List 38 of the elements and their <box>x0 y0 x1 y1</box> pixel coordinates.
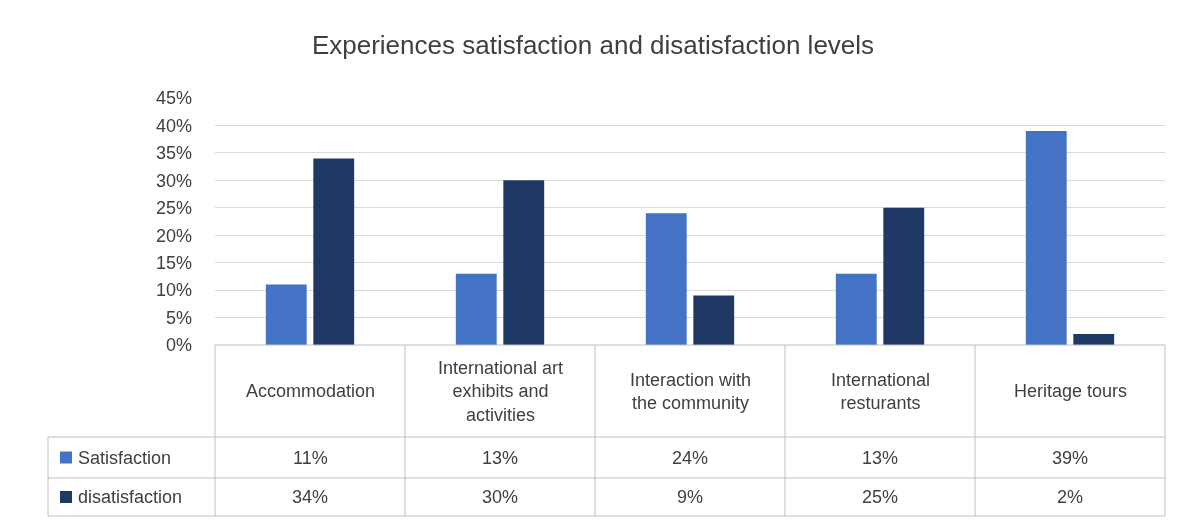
y-tick-label: 15% <box>155 252 192 273</box>
bar <box>693 295 735 345</box>
bar <box>503 180 545 345</box>
y-tick-label: 45% <box>155 88 192 109</box>
y-tick-label: 25% <box>155 198 192 219</box>
bar <box>265 284 307 345</box>
data-label: 39% <box>1052 448 1089 468</box>
x-tick-label: Accommodation <box>246 381 376 401</box>
data-label: 24% <box>672 448 709 468</box>
bar <box>645 213 687 345</box>
x-tick-label: International art exhibits and activities <box>438 358 564 425</box>
data-label: 13% <box>482 448 519 468</box>
bar <box>455 273 497 345</box>
bar <box>1073 334 1115 345</box>
bar <box>883 207 925 345</box>
bar <box>835 273 877 345</box>
x-tick-label: Interaction with the community <box>630 370 752 414</box>
bar <box>1025 130 1067 345</box>
x-tick-label: International resturants <box>831 370 931 414</box>
data-label: 25% <box>862 487 899 507</box>
data-label: 2% <box>1057 487 1084 507</box>
data-label: 34% <box>292 487 329 507</box>
data-label: 11% <box>293 448 328 468</box>
chart-title: Experiences satisfaction and disatisfaction levels <box>311 30 875 61</box>
data-label: 9% <box>677 487 704 507</box>
x-tick-label: Heritage tours <box>1014 381 1128 401</box>
y-tick-label: 5% <box>165 307 192 328</box>
data-label: 13% <box>862 448 899 468</box>
y-tick-label: 40% <box>155 115 192 136</box>
y-tick-label: 0% <box>165 335 192 356</box>
y-tick-label: 30% <box>155 170 192 191</box>
bar <box>313 158 355 345</box>
data-label: 30% <box>482 487 519 507</box>
y-tick-label: 10% <box>155 280 192 301</box>
legend-label: disatisfaction <box>78 487 183 507</box>
y-tick-label: 20% <box>155 225 192 246</box>
legend-label: Satisfaction <box>78 448 172 468</box>
y-tick-label: 35% <box>155 143 192 164</box>
